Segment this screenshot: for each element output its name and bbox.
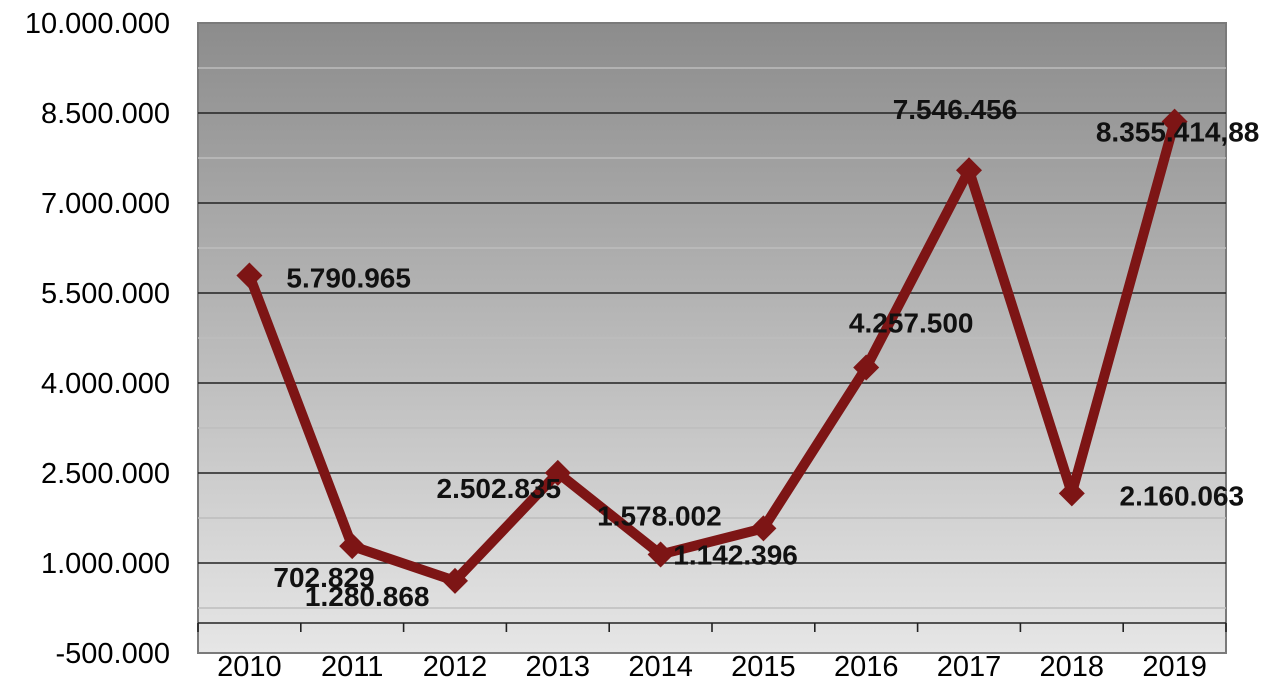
- x-tick-label: 2018: [1040, 651, 1105, 681]
- x-tick-label: 2017: [937, 651, 1002, 681]
- data-point-marker: [339, 533, 366, 560]
- data-label: 2.502.835: [437, 473, 562, 504]
- y-tick-label: 5.500.000: [41, 278, 170, 310]
- data-label: 1.280.868: [305, 581, 430, 612]
- data-point-marker: [1058, 480, 1085, 507]
- major-gridlines: [198, 112, 1226, 564]
- x-axis: 2010 2011 2012 2013 2014 2015 2016 2017 2018 2019: [197, 622, 1227, 681]
- data-point-marker: [853, 354, 880, 381]
- y-tick-label: 10.000.000: [25, 8, 170, 40]
- x-tick-label: 2014: [628, 651, 693, 681]
- series-markers: [236, 108, 1188, 594]
- x-tick-label: 2012: [423, 651, 488, 681]
- data-label: 5.790.965: [286, 263, 411, 294]
- x-tick-label: 2016: [834, 651, 899, 681]
- data-label: 7.546.456: [893, 94, 1018, 125]
- series-line: [244, 116, 1180, 586]
- data-label: 1.578.002: [597, 500, 722, 531]
- y-tick-label: 7.000.000: [41, 188, 170, 220]
- x-tick-label: 2013: [526, 651, 591, 681]
- x-tick-label: 2011: [321, 651, 383, 681]
- y-tick-label: 4.000.000: [41, 368, 170, 400]
- data-point-marker: [1161, 108, 1188, 135]
- data-point-marker: [956, 157, 982, 184]
- x-tick-label: 2019: [1142, 651, 1207, 681]
- data-point-marker: [442, 567, 468, 594]
- data-point-marker: [544, 459, 571, 486]
- data-point-marker: [236, 262, 263, 289]
- data-label: 8.355.414,88: [1096, 117, 1260, 148]
- data-label: 2.160.063: [1120, 480, 1245, 511]
- data-point-marker: [750, 515, 777, 542]
- y-tick-label: 2.500.000: [41, 458, 170, 490]
- y-tick-label: 1.000.000: [41, 548, 170, 580]
- y-axis-tick-labels: -500.000 1.000.000 2.500.000 4.000.000 5.500…: [25, 8, 170, 670]
- minor-gridlines: [198, 67, 1226, 609]
- x-tick-label: 2015: [731, 651, 796, 681]
- y-tick-label: 8.500.000: [41, 98, 170, 130]
- data-point-marker: [647, 541, 674, 568]
- x-tick-label: 2010: [217, 651, 282, 681]
- data-label: 702.829: [273, 562, 374, 593]
- y-tick-label: -500.000: [56, 638, 171, 670]
- data-label: 4.257.500: [849, 308, 974, 339]
- series-line-group: [244, 116, 1180, 586]
- data-label: 1.142.396: [673, 539, 798, 570]
